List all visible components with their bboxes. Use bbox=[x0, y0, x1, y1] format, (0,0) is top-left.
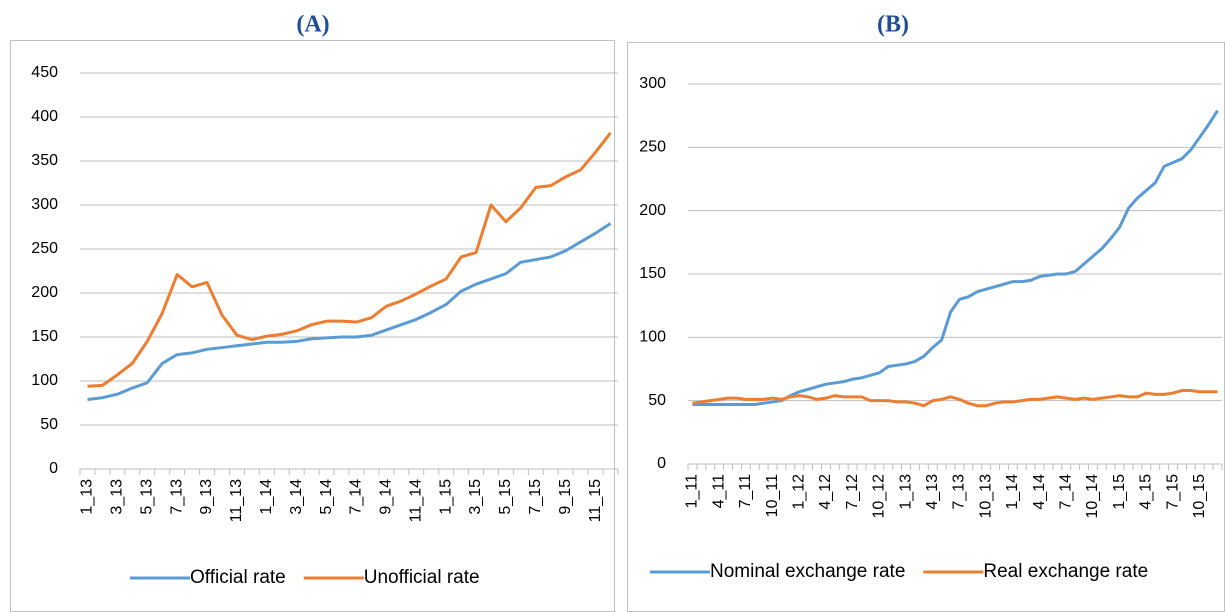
x-tick-label: 10_15 bbox=[1191, 474, 1208, 519]
y-tick-label: 400 bbox=[31, 108, 58, 125]
chart-title: (B) bbox=[877, 12, 909, 38]
x-tick-label: 3_15 bbox=[467, 479, 484, 515]
y-tick-label: 50 bbox=[648, 392, 666, 409]
panel-frame bbox=[627, 42, 1225, 612]
x-tick-label: 10_13 bbox=[977, 474, 994, 519]
x-tick-label: 11_14 bbox=[407, 479, 424, 522]
x-tick-label: 3_13 bbox=[109, 479, 126, 515]
legend-label: Nominal exchange rate bbox=[710, 561, 905, 582]
x-tick-label: 4_14 bbox=[1031, 474, 1048, 510]
x-tick-label: 1_13 bbox=[79, 479, 96, 515]
y-tick-label: 250 bbox=[639, 139, 666, 156]
x-tick-label: 10_14 bbox=[1084, 474, 1101, 519]
legend-label: Official rate bbox=[190, 567, 286, 588]
x-tick-label: 7_15 bbox=[1164, 474, 1181, 510]
x-tick-label: 3_14 bbox=[288, 479, 305, 515]
x-tick-label: 7_12 bbox=[844, 474, 861, 510]
x-tick-label: 9_13 bbox=[198, 479, 215, 515]
x-tick-label: 1_13 bbox=[897, 474, 914, 510]
y-tick-label: 100 bbox=[31, 372, 58, 389]
x-tick-label: 4_12 bbox=[817, 474, 834, 510]
x-tick-label: 10_11 bbox=[764, 474, 781, 517]
y-tick-label: 0 bbox=[49, 460, 58, 477]
series-line bbox=[692, 109, 1219, 406]
x-tick-label: 7_14 bbox=[348, 479, 365, 515]
y-tick-label: 50 bbox=[40, 416, 58, 433]
legend-label: Real exchange rate bbox=[983, 561, 1148, 582]
x-tick-label: 11_15 bbox=[587, 479, 604, 522]
y-tick-label: 150 bbox=[31, 328, 58, 345]
y-tick-label: 200 bbox=[639, 202, 666, 219]
y-tick-label: 150 bbox=[639, 265, 666, 282]
y-tick-label: 100 bbox=[639, 329, 666, 346]
x-tick-label: 5_14 bbox=[318, 479, 335, 515]
x-tick-label: 1_15 bbox=[1111, 474, 1128, 510]
x-tick-label: 1_11 bbox=[684, 474, 701, 509]
x-tick-label: 1_15 bbox=[437, 479, 454, 515]
series-line bbox=[87, 222, 612, 401]
x-tick-label: 4_11 bbox=[710, 474, 727, 509]
x-tick-label: 7_15 bbox=[527, 479, 544, 515]
y-tick-label: 250 bbox=[31, 240, 58, 257]
x-tick-label: 9_15 bbox=[557, 479, 574, 515]
x-tick-label: 9_14 bbox=[378, 479, 395, 515]
x-tick-label: 10_12 bbox=[871, 474, 888, 519]
y-tick-label: 300 bbox=[31, 196, 58, 213]
x-tick-label: 7_14 bbox=[1057, 474, 1074, 510]
series-line bbox=[87, 131, 612, 388]
x-tick-label: 5_15 bbox=[497, 479, 514, 515]
legend-label: Unofficial rate bbox=[364, 567, 480, 588]
y-tick-label: 350 bbox=[31, 152, 58, 169]
x-tick-label: 4_15 bbox=[1138, 474, 1155, 510]
y-tick-label: 300 bbox=[639, 75, 666, 92]
x-tick-label: 5_13 bbox=[138, 479, 155, 515]
x-tick-label: 1_12 bbox=[790, 474, 807, 510]
x-tick-label: 1_14 bbox=[258, 479, 275, 515]
series-line bbox=[692, 389, 1218, 408]
y-tick-label: 200 bbox=[31, 284, 58, 301]
x-tick-label: 7_13 bbox=[951, 474, 968, 510]
x-tick-label: 7_13 bbox=[168, 479, 185, 515]
y-tick-label: 450 bbox=[31, 64, 58, 81]
y-tick-label: 0 bbox=[657, 455, 666, 472]
x-tick-label: 11_13 bbox=[228, 479, 245, 522]
x-tick-label: 1_14 bbox=[1004, 474, 1021, 510]
x-tick-label: 7_11 bbox=[737, 474, 754, 509]
x-tick-label: 4_13 bbox=[924, 474, 941, 510]
chart-title: (A) bbox=[296, 12, 329, 38]
